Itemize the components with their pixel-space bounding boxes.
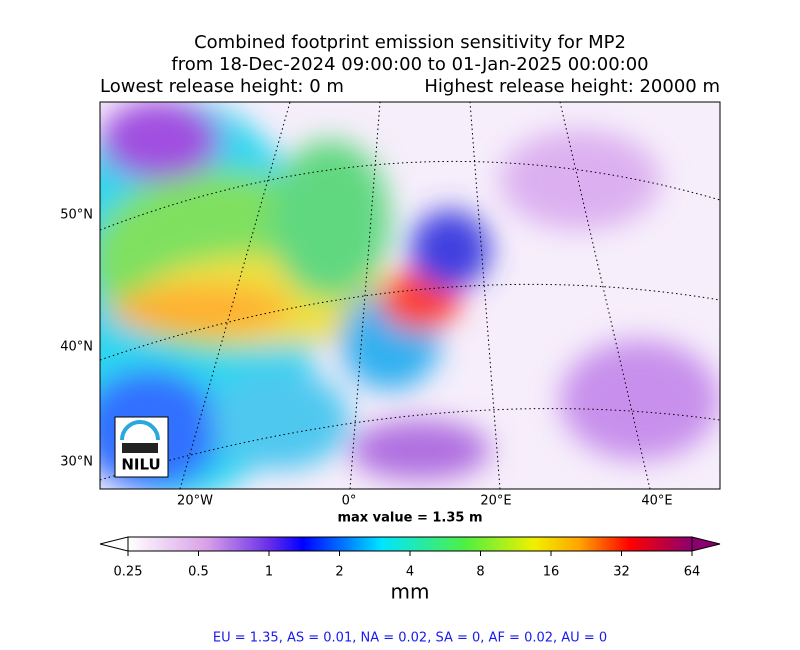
lon-label: 20°E [480, 494, 511, 509]
colorbar-tick-label: 0.25 [114, 565, 143, 580]
colorbar-tick-label: 4 [406, 565, 414, 580]
logo: NILU [121, 456, 160, 474]
colorbar-tick-label: 16 [543, 565, 560, 580]
title: from 18-Dec-2024 09:00:00 to 01-Jan-2025… [171, 54, 648, 75]
colorbar-tick-label: 32 [613, 565, 630, 580]
colorbar-tick-label: 64 [684, 565, 701, 580]
colorbar-tick-label: 8 [476, 565, 484, 580]
title: Combined footprint emission sensitivity … [194, 32, 626, 53]
colorbar-tick-label: 2 [335, 565, 343, 580]
map-frame [99, 101, 721, 490]
lat-label: 40°N [60, 340, 93, 355]
title: Lowest release height: 0 m [100, 76, 344, 97]
lat-label: 30°N [60, 455, 93, 470]
lon-label: 40°E [641, 494, 672, 509]
colorbar-label: mm [391, 580, 430, 604]
colorbar-tick-label: 0.5 [188, 565, 209, 580]
colorbar-extend [99, 536, 129, 552]
lat-label: 50°N [60, 208, 93, 223]
lon-label: 20°W [177, 494, 213, 509]
colorbar-extend [691, 536, 721, 552]
title: Highest release height: 20000 m [424, 76, 720, 97]
colorbar [127, 536, 693, 552]
footer: EU = 1.35, AS = 0.01, NA = 0.02, SA = 0,… [213, 631, 607, 646]
colorbar-tick-label: 1 [265, 565, 273, 580]
map-field: NILU [100, 102, 720, 489]
lon-label: 0° [342, 494, 357, 509]
max-value: max value = 1.35 m [337, 511, 482, 526]
